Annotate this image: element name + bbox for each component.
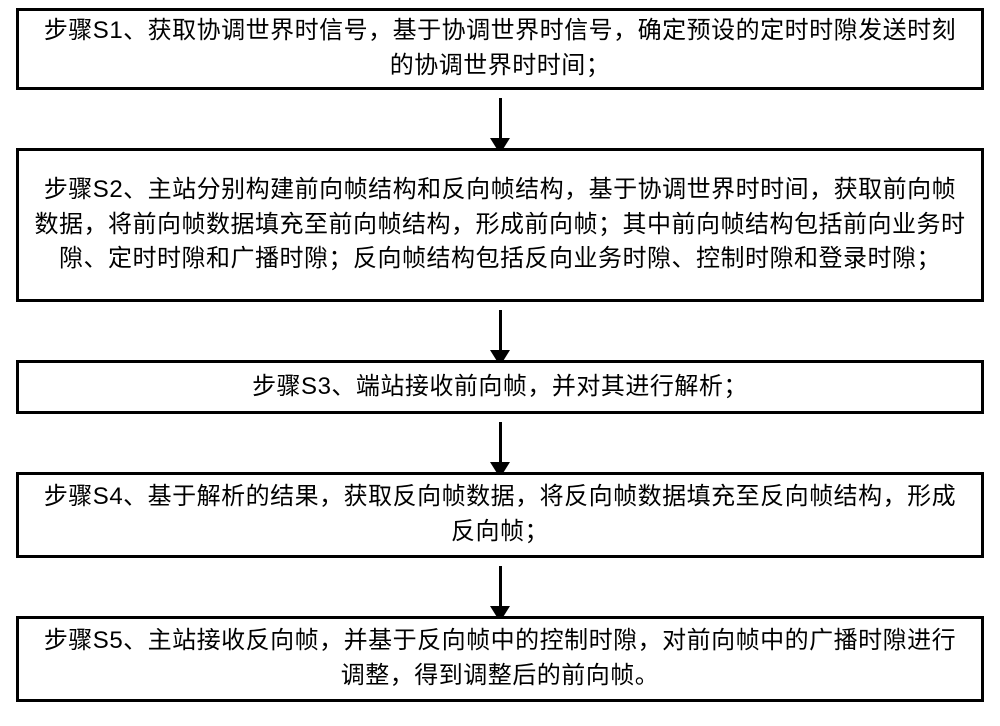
arrow-icon <box>499 422 502 464</box>
arrow-s3-s4 <box>16 414 984 472</box>
flowchart-canvas: 步骤S1、获取协调世界时信号，基于协调世界时信号，确定预设的定时时隙发送时刻的协… <box>0 0 1000 726</box>
step-s1-box: 步骤S1、获取协调世界时信号，基于协调世界时信号，确定预设的定时时隙发送时刻的协… <box>16 8 984 90</box>
arrow-s2-s3 <box>16 302 984 360</box>
step-s1-text: 步骤S1、获取协调世界时信号，基于协调世界时信号，确定预设的定时时隙发送时刻的协… <box>33 14 967 84</box>
step-s3-box: 步骤S3、端站接收前向帧，并对其进行解析； <box>16 360 984 414</box>
step-s4-box: 步骤S4、基于解析的结果，获取反向帧数据，将反向帧数据填充至反向帧结构，形成反向… <box>16 472 984 558</box>
step-s4-text: 步骤S4、基于解析的结果，获取反向帧数据，将反向帧数据填充至反向帧结构，形成反向… <box>33 480 967 550</box>
step-s5-text: 步骤S5、主站接收反向帧，并基于反向帧中的控制时隙，对前向帧中的广播时隙进行调整… <box>33 624 967 694</box>
arrow-icon <box>499 98 502 140</box>
step-s5-box: 步骤S5、主站接收反向帧，并基于反向帧中的控制时隙，对前向帧中的广播时隙进行调整… <box>16 616 984 702</box>
arrow-s1-s2 <box>16 90 984 148</box>
step-s2-box: 步骤S2、主站分别构建前向帧结构和反向帧结构，基于协调世界时时间，获取前向帧数据… <box>16 148 984 302</box>
arrow-icon <box>499 566 502 608</box>
arrow-s4-s5 <box>16 558 984 616</box>
step-s2-text: 步骤S2、主站分别构建前向帧结构和反向帧结构，基于协调世界时时间，获取前向帧数据… <box>33 173 967 277</box>
arrow-icon <box>499 310 502 352</box>
step-s3-text: 步骤S3、端站接收前向帧，并对其进行解析； <box>252 370 748 405</box>
